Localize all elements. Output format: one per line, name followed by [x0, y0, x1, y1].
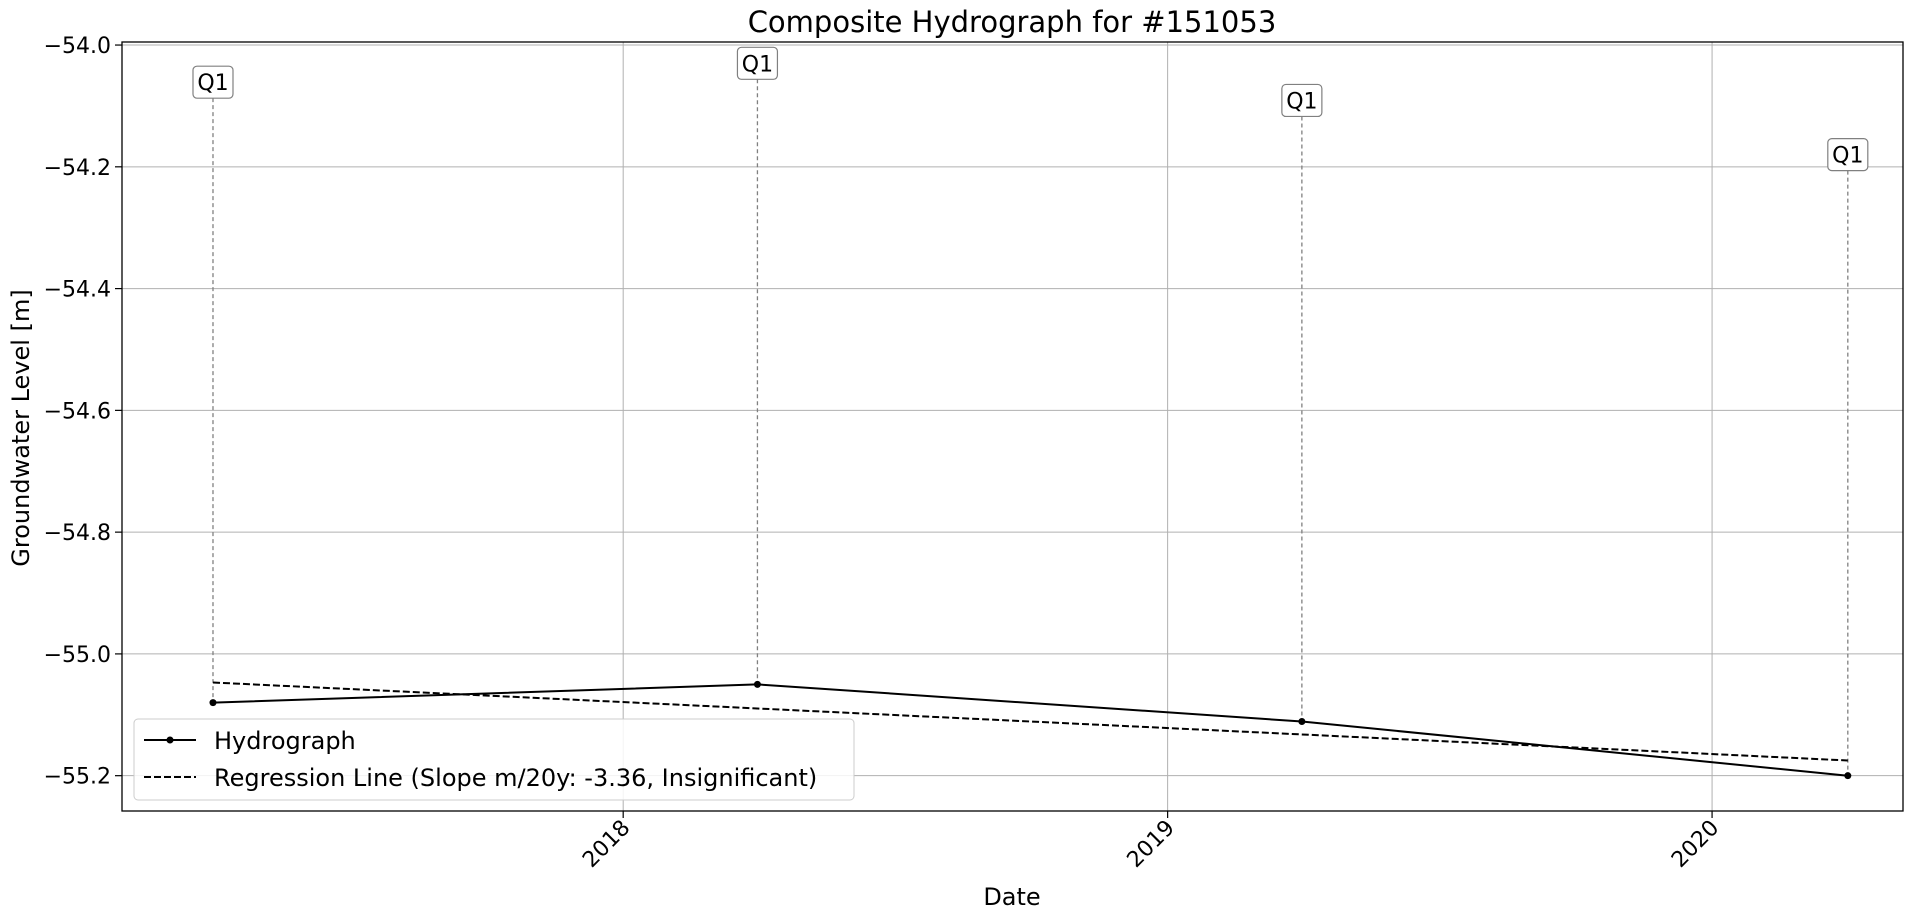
hydrograph-point [1844, 772, 1852, 780]
series [209, 680, 1852, 780]
y-tick-label: −54.4 [44, 278, 111, 303]
annotation-box [736, 46, 779, 80]
hydrograph-point [209, 699, 217, 707]
y-tick-label: −55.0 [44, 643, 111, 668]
legend-label: Regression Line (Slope m/20y: -3.36, Ins… [214, 764, 817, 792]
legend-marker [166, 736, 174, 744]
y-tick-label: −54.0 [44, 34, 111, 59]
annotation-box [1827, 138, 1869, 172]
annotation-lines [212, 79, 1849, 776]
hydrograph-point [1298, 717, 1306, 725]
y-axis-label: Groundwater Level [m] [7, 289, 35, 566]
y-tick-label: −55.2 [44, 765, 111, 790]
y-tick-label: −54.6 [44, 399, 111, 424]
hydrograph-line [212, 683, 1848, 777]
plot-frame [121, 41, 1904, 812]
annotation-labels: Q1 Q1 Q1 Q1 [192, 46, 1869, 172]
hydrograph-point [753, 680, 761, 688]
legend: Hydrograph Regression Line (Slope m/20y: … [133, 718, 855, 801]
annotation-label: Q1 [1286, 89, 1317, 114]
legend-box [133, 718, 855, 801]
annotation-label: Q1 [197, 71, 228, 96]
x-axis-label: Date [983, 883, 1040, 911]
y-tick-label: −54.2 [44, 156, 111, 181]
annotation-label: Q1 [1832, 144, 1863, 169]
legend-label: Hydrograph [214, 727, 356, 755]
chart-title: Composite Hydrograph for #151053 [748, 5, 1277, 39]
annotation-box [192, 65, 234, 99]
grid [122, 42, 1903, 811]
regression-line [212, 681, 1848, 762]
annotation-box [1281, 83, 1323, 118]
annotation-label: Q1 [742, 52, 773, 77]
y-tick-label: −54.8 [44, 521, 111, 546]
